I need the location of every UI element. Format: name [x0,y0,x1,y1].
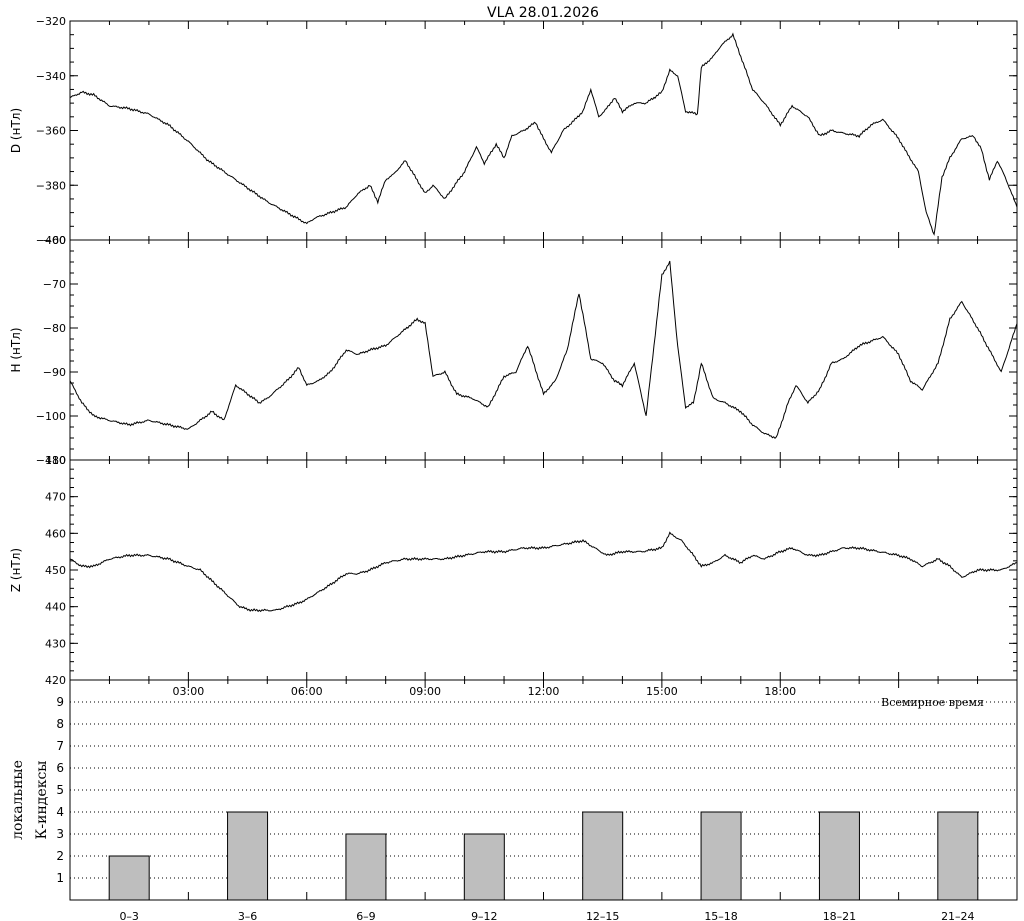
k-y-tick-label: 5 [56,783,64,797]
k-y-tick-label: 2 [56,849,64,863]
k-index-bar [937,811,979,901]
y-tick-label: 440 [45,601,66,614]
y-tick-label: −380 [36,179,66,192]
y-tick-label: −320 [36,15,66,28]
y-axis-label: D (нТл) [9,108,23,153]
panel-1-frame [69,20,1018,241]
k-index-bar [345,833,387,901]
y-tick-label: −70 [43,278,66,291]
y-tick-label: −340 [36,70,66,83]
k-category-label: 3–6 [238,910,258,921]
panel-2-series-line [69,260,1018,440]
k-category-label: 0–3 [119,910,139,921]
k-y-tick-label: 9 [56,695,64,709]
panel-3-frame [69,459,1018,681]
k-index-bar [463,833,505,901]
x-axis-label: Всемирное время [881,696,984,709]
k-index-bar [582,811,624,901]
y-tick-label: 470 [45,491,66,504]
time-tick-label: 15:00 [646,685,678,698]
k-category-label: 21–24 [941,910,975,921]
y-axis-label: H (нТл) [9,327,23,372]
k-y-tick-label: 6 [56,761,64,775]
k-index-bar [700,811,742,901]
figure-title: VLA 28.01.2026 [487,5,599,21]
panel-3-series-line [69,531,1017,613]
k-y-tick-label: 8 [56,717,64,731]
k-y-axis-label-line2: К-индексы [34,761,50,840]
panel-1-series-line [69,32,1018,236]
y-tick-label: −400 [36,234,66,247]
k-category-label: 9–12 [471,910,498,921]
k-category-label: 6–9 [356,910,376,921]
k-y-tick-label: 7 [56,739,64,753]
time-tick-label: 12:00 [528,685,560,698]
y-tick-label: −360 [36,125,66,138]
y-tick-label: 460 [45,527,66,540]
time-tick-label: 18:00 [764,685,796,698]
time-tick-label: 03:00 [173,685,205,698]
y-tick-label: −100 [36,410,66,423]
panels-group: −400 −380 −360 −340 −320 D (нТл) −110 −100 −90 −8… [9,15,1018,921]
panel-2-frame [69,239,1018,461]
k-index-bar [818,811,860,901]
k-category-label: 18–21 [823,910,857,921]
time-tick-label: 06:00 [291,685,323,698]
y-axis-label: Z (нТл) [9,548,23,592]
k-y-tick-label: 4 [56,805,64,819]
y-tick-label: 420 [45,674,66,687]
y-tick-label: −60 [43,234,66,247]
y-tick-label: 430 [45,637,66,650]
time-tick-label: 09:00 [409,685,441,698]
k-y-tick-label: 3 [56,827,64,841]
k-category-label: 15–18 [704,910,738,921]
y-tick-label: 450 [45,564,66,577]
y-tick-label: 480 [45,454,66,467]
y-tick-label: −80 [43,322,66,335]
k-index-bar [227,811,269,901]
y-tick-label: −110 [36,454,66,467]
k-y-tick-label: 1 [56,871,64,885]
k-index-bar [108,855,150,901]
k-category-label: 12–15 [586,910,620,921]
k-y-axis-label-line1: локальные [10,760,26,840]
y-tick-label: −90 [43,366,66,379]
